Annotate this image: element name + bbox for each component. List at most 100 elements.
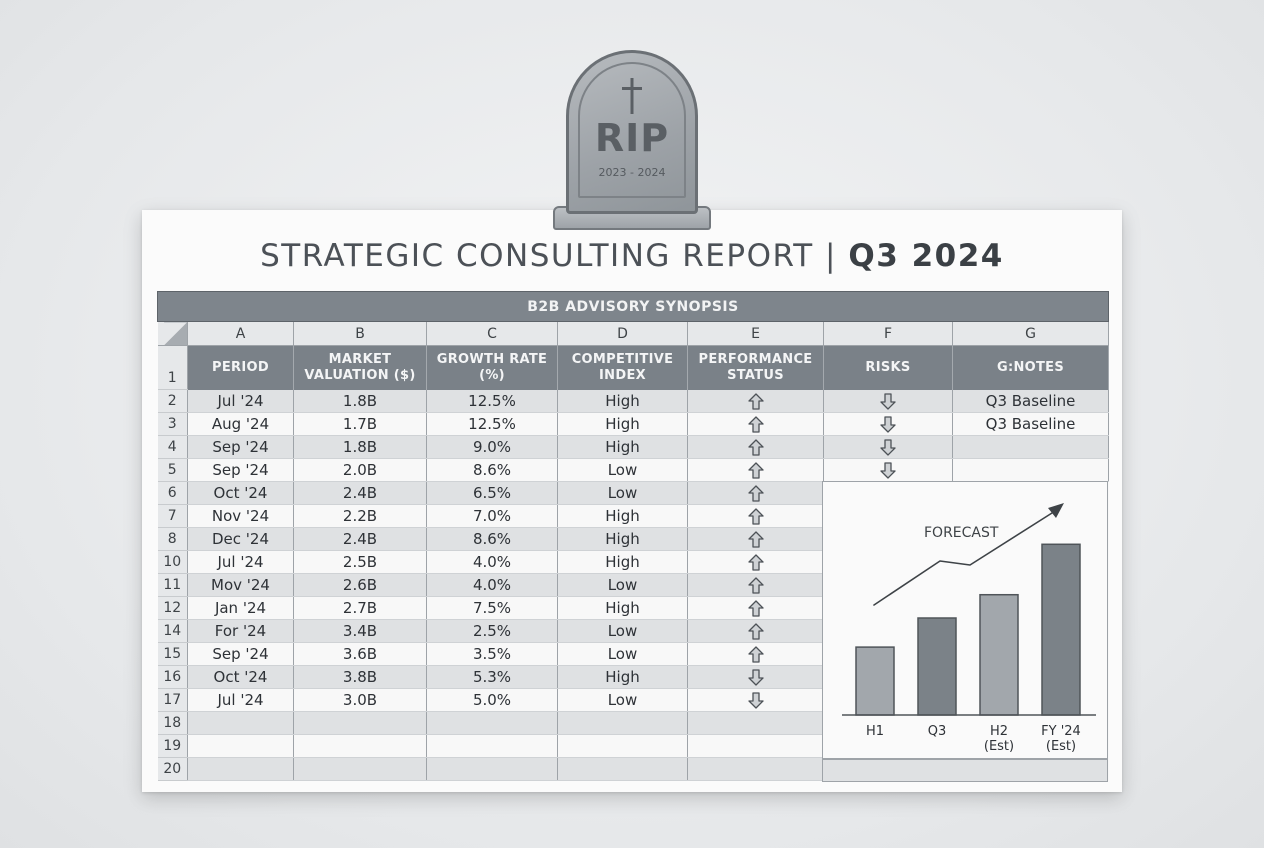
cell-period[interactable]: Aug '24 xyxy=(187,412,294,436)
cell-performance-status[interactable] xyxy=(687,458,824,482)
cell-valuation[interactable] xyxy=(293,757,427,781)
cell-valuation[interactable]: 2.6B xyxy=(293,573,427,597)
cell-index[interactable]: High xyxy=(557,550,688,574)
select-all-corner[interactable] xyxy=(157,321,188,346)
cell-period[interactable]: For '24 xyxy=(187,619,294,643)
column-letter[interactable]: D xyxy=(557,321,688,346)
column-header[interactable]: PERIOD xyxy=(187,345,294,390)
column-letter[interactable]: A xyxy=(187,321,294,346)
cell-valuation[interactable]: 3.4B xyxy=(293,619,427,643)
cell-performance-status[interactable] xyxy=(687,642,824,666)
column-letter[interactable]: F xyxy=(823,321,953,346)
cell-index[interactable]: High xyxy=(557,527,688,551)
cell-period[interactable] xyxy=(187,734,294,758)
row-number[interactable]: 3 xyxy=(157,412,188,436)
cell-performance-status[interactable] xyxy=(687,435,824,459)
cell-growth[interactable]: 7.5% xyxy=(426,596,558,620)
cell-valuation[interactable]: 2.5B xyxy=(293,550,427,574)
cell-index[interactable]: High xyxy=(557,504,688,528)
cell-period[interactable] xyxy=(187,757,294,781)
cell-period[interactable]: Sep '24 xyxy=(187,435,294,459)
cell-performance-status[interactable] xyxy=(687,665,824,689)
cell-index[interactable] xyxy=(557,734,688,758)
cell-valuation[interactable] xyxy=(293,734,427,758)
column-letter[interactable]: E xyxy=(687,321,824,346)
cell-valuation[interactable]: 3.0B xyxy=(293,688,427,712)
cell-valuation[interactable]: 1.8B xyxy=(293,435,427,459)
cell-valuation[interactable]: 1.8B xyxy=(293,389,427,413)
row-number[interactable]: 20 xyxy=(157,757,188,781)
column-header[interactable]: GROWTH RATE (%) xyxy=(426,345,558,390)
cell-period[interactable]: Mov '24 xyxy=(187,573,294,597)
cell-growth[interactable]: 8.6% xyxy=(426,458,558,482)
cell-growth[interactable]: 7.0% xyxy=(426,504,558,528)
cell-note[interactable] xyxy=(952,435,1109,459)
row-number[interactable]: 2 xyxy=(157,389,188,413)
column-letter[interactable]: B xyxy=(293,321,427,346)
cell-growth[interactable]: 12.5% xyxy=(426,389,558,413)
cell-growth[interactable]: 9.0% xyxy=(426,435,558,459)
cell-period[interactable]: Dec '24 xyxy=(187,527,294,551)
cell-growth[interactable] xyxy=(426,711,558,735)
cell-index[interactable]: Low xyxy=(557,619,688,643)
cell-performance-status[interactable] xyxy=(687,619,824,643)
cell-valuation[interactable]: 2.0B xyxy=(293,458,427,482)
cell-period[interactable]: Sep '24 xyxy=(187,642,294,666)
cell-performance-status[interactable] xyxy=(687,711,824,735)
cell-index[interactable]: High xyxy=(557,389,688,413)
cell-growth[interactable]: 4.0% xyxy=(426,573,558,597)
cell-growth[interactable]: 12.5% xyxy=(426,412,558,436)
chart-footer-cell[interactable] xyxy=(822,759,1108,782)
cell-growth[interactable]: 5.3% xyxy=(426,665,558,689)
cell-valuation[interactable] xyxy=(293,711,427,735)
cell-risk[interactable] xyxy=(823,389,953,413)
cell-index[interactable]: Low xyxy=(557,688,688,712)
cell-growth[interactable] xyxy=(426,734,558,758)
row-number[interactable]: 1 xyxy=(157,345,188,390)
cell-index[interactable] xyxy=(557,757,688,781)
cell-index[interactable]: Low xyxy=(557,458,688,482)
cell-performance-status[interactable] xyxy=(687,550,824,574)
cell-growth[interactable] xyxy=(426,757,558,781)
cell-index[interactable]: High xyxy=(557,665,688,689)
cell-performance-status[interactable] xyxy=(687,688,824,712)
column-letter[interactable]: C xyxy=(426,321,558,346)
cell-period[interactable]: Jul '24 xyxy=(187,389,294,413)
row-number[interactable]: 14 xyxy=(157,619,188,643)
cell-growth[interactable]: 2.5% xyxy=(426,619,558,643)
cell-performance-status[interactable] xyxy=(687,573,824,597)
row-number[interactable]: 11 xyxy=(157,573,188,597)
row-number[interactable]: 12 xyxy=(157,596,188,620)
cell-risk[interactable] xyxy=(823,458,953,482)
cell-valuation[interactable]: 2.4B xyxy=(293,481,427,505)
row-number[interactable]: 6 xyxy=(157,481,188,505)
cell-performance-status[interactable] xyxy=(687,734,824,758)
row-number[interactable]: 15 xyxy=(157,642,188,666)
cell-period[interactable]: Nov '24 xyxy=(187,504,294,528)
cell-period[interactable]: Jan '24 xyxy=(187,596,294,620)
row-number[interactable]: 10 xyxy=(157,550,188,574)
column-header[interactable]: MARKET VALUATION ($) xyxy=(293,345,427,390)
row-number[interactable]: 5 xyxy=(157,458,188,482)
column-header[interactable]: PERFORMANCE STATUS xyxy=(687,345,824,390)
cell-index[interactable]: Low xyxy=(557,642,688,666)
row-number[interactable]: 17 xyxy=(157,688,188,712)
row-number[interactable]: 19 xyxy=(157,734,188,758)
column-header[interactable]: G:NOTES xyxy=(952,345,1109,390)
cell-performance-status[interactable] xyxy=(687,481,824,505)
row-number[interactable]: 18 xyxy=(157,711,188,735)
cell-period[interactable]: Oct '24 xyxy=(187,665,294,689)
cell-index[interactable]: High xyxy=(557,435,688,459)
cell-period[interactable]: Jul '24 xyxy=(187,688,294,712)
cell-note[interactable]: Q3 Baseline xyxy=(952,412,1109,436)
row-number[interactable]: 8 xyxy=(157,527,188,551)
cell-performance-status[interactable] xyxy=(687,504,824,528)
cell-index[interactable]: Low xyxy=(557,573,688,597)
cell-period[interactable]: Sep '24 xyxy=(187,458,294,482)
cell-index[interactable]: Low xyxy=(557,481,688,505)
column-letter[interactable]: G xyxy=(952,321,1109,346)
cell-period[interactable] xyxy=(187,711,294,735)
cell-growth[interactable]: 6.5% xyxy=(426,481,558,505)
cell-valuation[interactable]: 3.6B xyxy=(293,642,427,666)
cell-valuation[interactable]: 2.4B xyxy=(293,527,427,551)
